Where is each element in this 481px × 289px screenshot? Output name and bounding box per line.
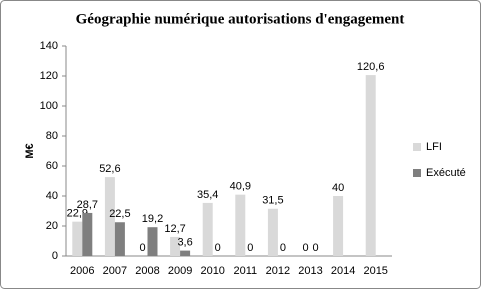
value-label: 0: [139, 242, 145, 254]
chart-title: Géographie numérique autorisations d'eng…: [76, 11, 405, 27]
bar: [147, 227, 158, 256]
y-tick-label: 40: [46, 190, 58, 202]
value-label: 19,2: [142, 213, 163, 225]
value-label: 35,4: [197, 189, 218, 201]
y-tick-label: 0: [52, 250, 58, 262]
y-tick-label: 140: [40, 40, 58, 52]
x-tick-label: 2012: [266, 265, 290, 277]
legend-label: LFI: [426, 141, 442, 153]
value-label: 22,5: [109, 208, 130, 220]
value-label: 0: [247, 242, 253, 254]
y-tick-label: 60: [46, 160, 58, 172]
bar: [114, 222, 125, 256]
legend-swatch: [413, 143, 421, 151]
value-label: 120,6: [357, 61, 385, 73]
legend-label: Exécuté: [426, 167, 466, 179]
value-label: 0: [280, 242, 286, 254]
bar: [202, 202, 213, 256]
value-label: 31,5: [262, 195, 283, 207]
y-tick-label: 120: [40, 70, 58, 82]
value-label: 40,9: [230, 181, 251, 193]
y-axis-label: M€: [24, 143, 36, 158]
value-label: 28,7: [77, 199, 98, 211]
bar: [104, 177, 115, 256]
value-label: 52,6: [99, 163, 120, 175]
y-tick-label: 80: [46, 130, 58, 142]
bar: [180, 250, 191, 256]
bar: [333, 196, 344, 256]
x-tick-label: 2007: [103, 265, 127, 277]
value-label: 0: [302, 242, 308, 254]
value-label: 0: [215, 242, 221, 254]
bar: [82, 212, 93, 256]
value-label: 40: [332, 182, 344, 194]
bar: [170, 236, 181, 256]
bar: [267, 208, 278, 256]
value-label: 0: [312, 242, 318, 254]
y-tick-label: 20: [46, 220, 58, 232]
x-tick-label: 2015: [363, 265, 387, 277]
legend-swatch: [413, 169, 421, 177]
x-tick-label: 2014: [331, 265, 355, 277]
x-tick-label: 2011: [233, 265, 257, 277]
x-tick-label: 2006: [70, 265, 94, 277]
x-tick-label: 2008: [135, 265, 159, 277]
value-label: 3,6: [177, 237, 192, 249]
y-tick-label: 100: [40, 100, 58, 112]
bar: [365, 75, 376, 256]
x-tick-label: 2010: [200, 265, 224, 277]
value-label: 12,7: [164, 223, 185, 235]
x-tick-label: 2013: [298, 265, 322, 277]
bar: [235, 194, 246, 256]
bar: [72, 221, 83, 256]
x-tick-label: 2009: [168, 265, 192, 277]
